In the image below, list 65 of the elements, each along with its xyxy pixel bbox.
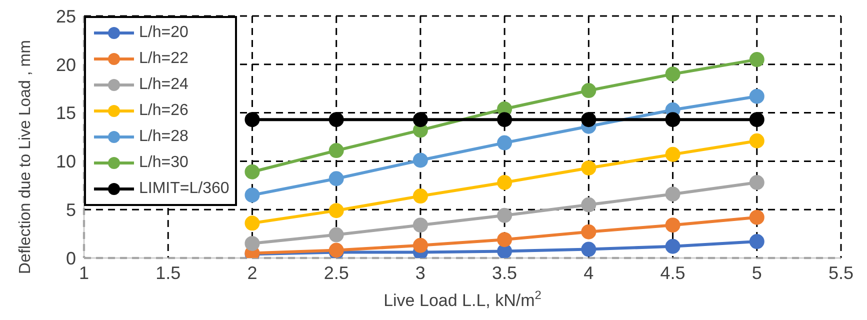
x-tick-label: 1.5: [156, 262, 181, 283]
x-tick-label: 4: [584, 262, 594, 283]
point: [749, 234, 764, 250]
legend-label: L/h=20: [139, 24, 188, 42]
legend-label: L/h=28: [139, 128, 188, 146]
y-tick-label: 10: [56, 152, 76, 172]
point: [749, 210, 764, 225]
point: [581, 197, 596, 212]
point: [412, 188, 428, 204]
x-tick-label: 3: [415, 262, 426, 283]
point: [581, 112, 596, 128]
point: [497, 174, 512, 190]
point: [244, 188, 260, 203]
point: [497, 112, 512, 128]
legend-label: L/h=24: [139, 76, 188, 94]
point: [581, 160, 596, 176]
point: [497, 135, 512, 150]
legend-label: LIMIT=L/360: [139, 180, 230, 198]
point: [665, 112, 680, 128]
point: [412, 218, 428, 233]
point: [244, 216, 260, 231]
x-tick-label: 5.5: [828, 262, 854, 283]
x-tick-label: 3.5: [492, 262, 518, 283]
point: [497, 244, 512, 258]
point: [665, 218, 680, 233]
point: [412, 152, 428, 168]
point: [749, 52, 764, 68]
point: [497, 208, 512, 223]
point: [581, 224, 596, 240]
y-tick-label: 25: [56, 6, 76, 26]
point: [244, 112, 260, 128]
point: [749, 88, 764, 104]
legend-label: L/h=22: [139, 50, 188, 68]
x-tick-label: 4.5: [660, 262, 686, 283]
point: [244, 164, 260, 180]
point: [749, 112, 764, 128]
point: [244, 236, 260, 251]
point: [749, 133, 764, 148]
y-axis-title: Deflection due to Live Load , mm: [17, 40, 34, 274]
y-tick-label: 15: [56, 103, 76, 124]
point: [497, 232, 512, 248]
point: [328, 143, 344, 158]
x-tick-label: 2.5: [324, 262, 349, 283]
point: [328, 203, 344, 218]
x-axis-title: Live Load L.L, kN/m$^{2}$: [384, 288, 542, 310]
y-tick-label: 5: [66, 200, 76, 220]
point: [665, 66, 680, 82]
point: [412, 112, 428, 128]
point: [665, 186, 680, 202]
point: [749, 174, 764, 190]
legend-label: L/h=30: [139, 154, 188, 172]
point: [412, 238, 428, 253]
point: [665, 238, 680, 254]
y-tick-label: 20: [56, 54, 76, 75]
x-tick-label: 1: [78, 262, 90, 283]
y-tick-label: 0: [66, 248, 76, 268]
x-tick-label: 2: [247, 262, 258, 283]
point: [328, 171, 344, 186]
point: [328, 227, 344, 242]
point: [665, 146, 680, 162]
point: [581, 83, 596, 98]
point: [328, 112, 344, 128]
point: [581, 242, 596, 257]
legend-label: L/h=26: [139, 102, 188, 120]
x-tick-label: 5: [752, 262, 762, 283]
